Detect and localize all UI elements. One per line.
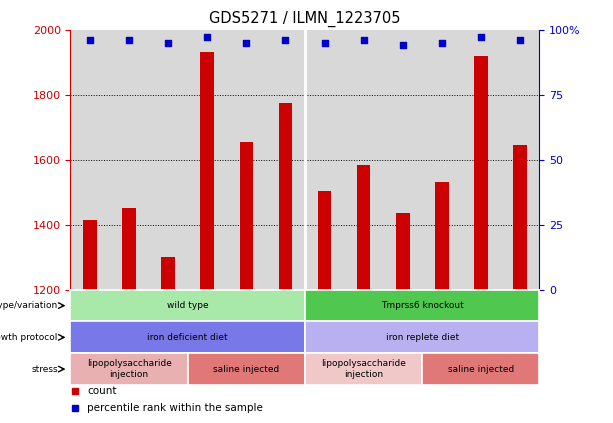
Text: wild type: wild type [167,301,208,310]
Point [242,39,251,46]
Title: GDS5271 / ILMN_1223705: GDS5271 / ILMN_1223705 [209,11,401,27]
Bar [278,103,292,290]
Point [476,34,485,41]
Text: iron replete diet: iron replete diet [386,333,459,342]
Bar [513,145,527,290]
Text: lipopolysaccharide
injection: lipopolysaccharide injection [321,360,406,379]
Text: growth protocol: growth protocol [0,333,58,342]
Text: count: count [87,386,116,396]
Point [319,39,329,46]
Text: Tmprss6 knockout: Tmprss6 knockout [381,301,463,310]
Bar [318,191,332,290]
Text: saline injected: saline injected [213,365,280,374]
Text: stress: stress [31,365,58,374]
Text: genotype/variation: genotype/variation [0,301,58,310]
Point [359,37,368,44]
Bar [435,182,449,290]
Point [437,39,447,46]
Text: saline injected: saline injected [447,365,514,374]
Text: lipopolysaccharide
injection: lipopolysaccharide injection [86,360,172,379]
Bar [357,165,370,290]
Bar [474,56,488,290]
Bar [122,209,136,290]
Text: percentile rank within the sample: percentile rank within the sample [87,403,263,413]
Bar [161,257,175,290]
Point [202,34,212,41]
Point [124,37,134,44]
Point [515,37,525,44]
Point [85,37,95,44]
Bar [200,52,214,290]
Bar [396,213,409,290]
Point [281,37,291,44]
Text: iron deficient diet: iron deficient diet [147,333,228,342]
Bar [240,142,253,290]
Bar [83,220,97,290]
Point [398,42,408,49]
Point [163,39,173,46]
